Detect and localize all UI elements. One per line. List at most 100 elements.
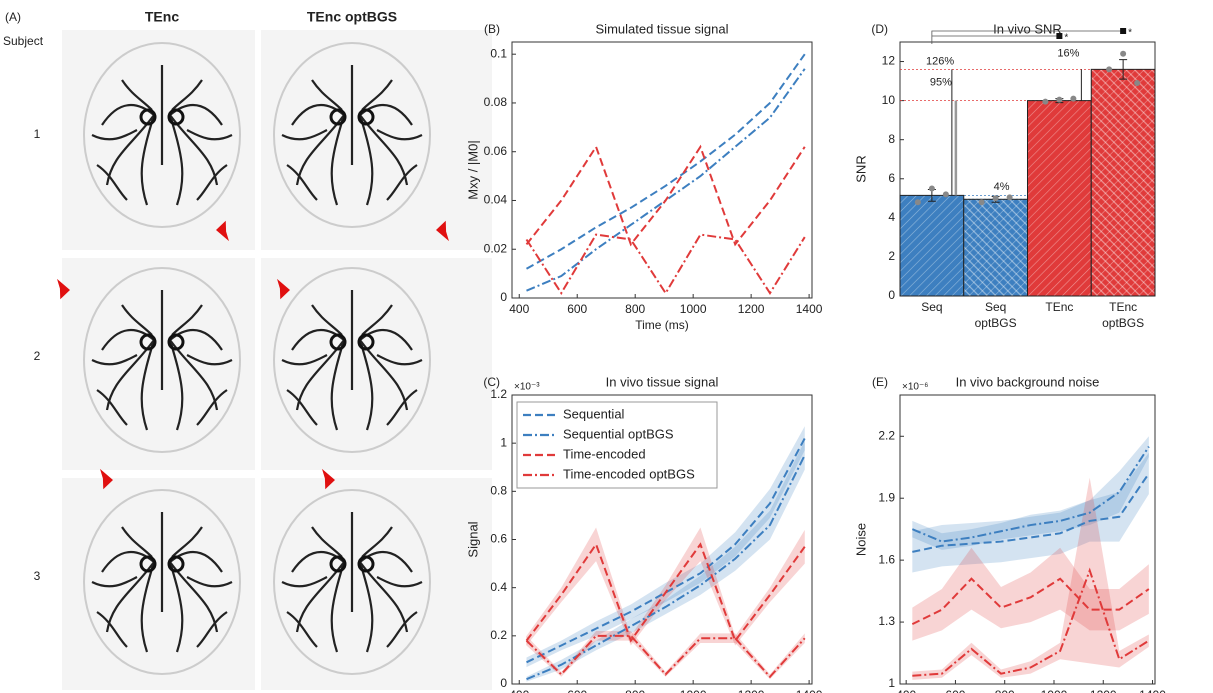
legend-box [516, 401, 718, 489]
y-axis-label: SNR [853, 155, 868, 182]
subject-point [1106, 66, 1113, 73]
x-tick-label: 800 [625, 688, 645, 693]
y-tick-label: 12 [882, 54, 896, 68]
annotation: 95% [930, 77, 952, 89]
error-bar [1119, 59, 1128, 80]
series-line [526, 454, 806, 681]
row-label: 2 [34, 349, 41, 363]
x-tick-label: 1000 [1041, 688, 1068, 693]
error-band [912, 452, 1149, 573]
y-axis-label: Mxy / |M0| [465, 140, 480, 199]
subject-point [1120, 50, 1127, 57]
y-exponent: ×10⁻³ [514, 382, 540, 393]
y-tick-label: 0 [888, 288, 895, 302]
x-tick-label: 800 [625, 302, 645, 316]
y-tick-label: 1.9 [878, 490, 895, 504]
x-tick-label: 600 [567, 302, 587, 316]
series-line [526, 53, 806, 270]
y-tick-label: 0.8 [490, 484, 507, 498]
x-tick-label: 1400 [796, 688, 823, 693]
x-tick-label: TEnc [1045, 300, 1073, 314]
subject-point [1070, 95, 1077, 102]
chart-title: In vivo tissue signal [606, 374, 719, 389]
y-axis-label: Signal [465, 521, 480, 557]
x-tick-label: 1400 [1139, 688, 1166, 693]
bar [1090, 68, 1156, 297]
image-gap [62, 470, 492, 478]
x-tick-label: 1200 [738, 688, 765, 693]
subject-point [1042, 98, 1049, 105]
plot-frame [511, 41, 813, 299]
panel-label: (E) [872, 375, 888, 389]
significance-marker [1120, 28, 1127, 34]
subject-point [978, 199, 985, 206]
series-line [912, 472, 1150, 553]
series-line [912, 567, 1150, 677]
annotation: 126% [926, 55, 954, 67]
subject-point [928, 185, 935, 192]
legend-label: Sequential optBGS [563, 426, 674, 441]
x-tick-label: 400 [509, 302, 529, 316]
x-tick-label: 800 [995, 688, 1015, 693]
x-tick-label: 1200 [1090, 688, 1117, 693]
x-tick-label: 400 [509, 688, 529, 693]
series-line [525, 634, 806, 679]
annotation: 4% [994, 181, 1010, 193]
chart-title: In vivo SNR [993, 21, 1062, 36]
series-line [525, 542, 806, 643]
x-tick-label: Seq [921, 300, 942, 314]
x-tick-label: TEnc optBGS [1102, 300, 1144, 330]
y-tick-label: 0.6 [490, 532, 507, 546]
error-band [526, 631, 805, 680]
bar [899, 194, 965, 297]
legend-label: Sequential [563, 406, 625, 421]
x-tick-label: 1000 [680, 688, 707, 693]
x-tick-label: 600 [567, 688, 587, 693]
y-axis-label: Noise [853, 523, 868, 556]
significance-star: * [1128, 28, 1132, 39]
y-tick-label: 0 [500, 676, 507, 690]
y-tick-label: 0.06 [484, 144, 508, 158]
significance-star: * [1064, 33, 1068, 44]
x-axis-label: Time (ms) [635, 318, 689, 332]
y-tick-label: 1 [888, 676, 895, 690]
legend-label: Time-encoded [563, 446, 646, 461]
chart-title: In vivo background noise [956, 374, 1100, 389]
bar [963, 198, 1028, 297]
x-tick-label: 1400 [796, 302, 823, 316]
subject-point [942, 191, 949, 198]
subject-point [914, 199, 921, 206]
annotation: 16% [1057, 47, 1079, 59]
y-tick-label: 6 [888, 171, 895, 185]
y-tick-label: 0 [500, 290, 507, 304]
series-line [526, 437, 806, 664]
y-tick-label: 1 [500, 435, 507, 449]
image-gap [62, 250, 492, 258]
row-label: 1 [34, 127, 41, 141]
y-tick-label: 10 [882, 93, 896, 107]
legend-label: Time-encoded optBGS [563, 466, 695, 481]
y-tick-label: 1.6 [878, 552, 895, 566]
y-tick-label: 2.2 [878, 428, 895, 442]
y-tick-label: 0.1 [490, 46, 507, 60]
series-line [911, 577, 1150, 626]
subject-point [1056, 96, 1063, 103]
error-band [912, 547, 1149, 641]
x-tick-label: 600 [945, 688, 965, 693]
panel-label: (C) [483, 375, 500, 389]
chart-title: Simulated tissue signal [596, 21, 729, 36]
panel-label: (D) [871, 22, 888, 36]
y-tick-label: 2 [888, 249, 895, 263]
row-label: 3 [34, 569, 41, 583]
image-gap [255, 30, 261, 690]
subject-point [1006, 194, 1013, 201]
subject-point [992, 195, 999, 202]
y-tick-label: 0.04 [484, 193, 508, 207]
error-band [526, 527, 805, 646]
row-header: Subject [3, 34, 44, 48]
series-line [525, 144, 806, 247]
y-tick-label: 1.2 [490, 387, 507, 401]
x-tick-label: Seq optBGS [975, 300, 1017, 330]
y-tick-label: 0.4 [490, 580, 507, 594]
